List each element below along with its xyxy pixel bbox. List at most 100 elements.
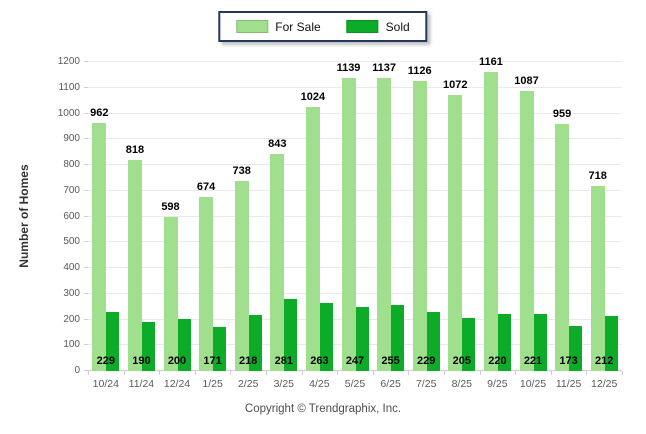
legend-label-sold: Sold [385,19,410,34]
y-axis-tick [84,241,88,243]
for-sale-value-label: 738 [232,165,251,177]
x-axis-label: 5/25 [344,378,366,390]
sold-value-label: 220 [488,355,507,367]
x-axis-tick [123,371,125,375]
for-sale-value-label: 1072 [443,79,468,91]
x-axis-tick [88,371,89,375]
x-axis-label: 12/24 [163,378,191,390]
bar-for-sale [483,72,498,371]
x-axis-label: 10/25 [519,378,547,390]
sold-value-label: 263 [310,355,329,367]
y-axis-tick [84,215,88,217]
bar-for-sale [377,78,392,371]
y-axis-tick-label: 500 [63,236,80,248]
bar-sold [319,303,333,371]
x-axis-label: 12/25 [591,378,618,390]
y-axis-tick [84,370,88,371]
for-sale-value-label: 1126 [407,65,432,77]
gridline [88,61,622,62]
for-sale-value-label: 959 [552,108,572,120]
y-axis-tick-label: 1000 [57,107,80,119]
y-axis-tick [84,344,88,346]
for-sale-value-label: 674 [196,181,216,193]
sold-value-label: 212 [595,355,614,367]
x-axis-tick [266,371,267,375]
for-sale-value-label: 818 [125,144,145,156]
x-axis-tick [159,371,161,375]
bar-sold [141,322,155,371]
y-axis-tick-label: 0 [74,365,80,376]
bar-sold [604,316,618,371]
bar-sold [533,314,547,371]
sold-value-label: 221 [523,355,543,367]
legend: For Sale Sold [218,11,428,42]
y-axis-tick [84,267,88,268]
sold-value-label: 173 [559,355,578,367]
bar-sold [426,312,440,371]
for-sale-value-label: 1087 [514,75,539,87]
y-axis-tick-label: 300 [63,287,80,299]
sold-value-label: 229 [96,355,115,367]
for-sale-value-label: 1139 [336,62,361,74]
x-axis-label: 2/25 [237,378,259,390]
y-axis-tick [84,189,88,191]
sold-value-label: 171 [203,355,222,367]
y-axis-tick [84,292,88,294]
sold-value-label: 255 [381,355,400,367]
x-axis-tick [408,371,410,375]
x-axis-label: 7/25 [415,378,437,390]
sold-value-label: 218 [239,355,258,367]
y-axis-tick-label: 600 [63,210,80,222]
y-axis-tick [84,318,88,320]
y-axis-tick-label: 800 [63,159,80,170]
y-axis-tick-label: 700 [63,184,80,196]
bar-sold [497,314,511,371]
sold-value-label: 281 [274,355,293,367]
x-axis-label: 1/25 [202,378,223,390]
bar-for-sale [412,81,427,371]
legend-item-sold: Sold [346,19,410,34]
x-axis-label: 9/25 [487,378,508,390]
y-axis-tick [84,164,88,165]
x-axis-tick [444,371,445,375]
bar-for-sale [590,186,605,371]
bar-for-sale [270,154,285,371]
x-axis-label: 3/25 [273,378,295,390]
sold-value-label: 190 [132,355,151,367]
bar-sold [284,299,298,371]
bar-sold [106,312,120,371]
x-axis-label: 11/25 [555,378,582,390]
y-axis-tick-label: 1100 [58,81,80,93]
y-axis-tick [84,138,88,140]
bar-for-sale [127,160,142,371]
bar-for-sale [92,123,107,371]
bar-for-sale [555,124,570,371]
bar-for-sale [341,78,356,371]
for-sale-value-label: 718 [588,170,607,182]
bar-for-sale [448,95,463,371]
for-sale-value-label: 843 [268,138,287,150]
x-axis-label: 11/24 [128,378,155,390]
legend-label-for-sale: For Sale [275,19,321,34]
x-axis-tick [586,371,588,375]
sold-value-label: 205 [452,355,471,367]
bar-sold [177,319,191,371]
x-axis-tick [230,371,232,375]
bar-sold [391,305,405,371]
copyright-text: Copyright © Trendgraphix, Inc. [244,403,402,415]
y-axis-tick-label: 900 [63,133,80,145]
bar-sold [248,315,262,371]
y-axis-tick [84,86,88,88]
sold-swatch [346,20,379,33]
x-axis-tick [337,371,339,375]
x-axis-label: 8/25 [451,378,473,390]
bar-sold [355,307,369,371]
sold-value-label: 200 [167,355,187,367]
for-sale-value-label: 962 [90,107,109,119]
bar-sold [462,318,476,371]
for-sale-value-label: 1137 [372,62,397,74]
bar-for-sale [519,91,534,371]
bar-for-sale [199,197,214,371]
bar-for-sale [305,107,320,371]
